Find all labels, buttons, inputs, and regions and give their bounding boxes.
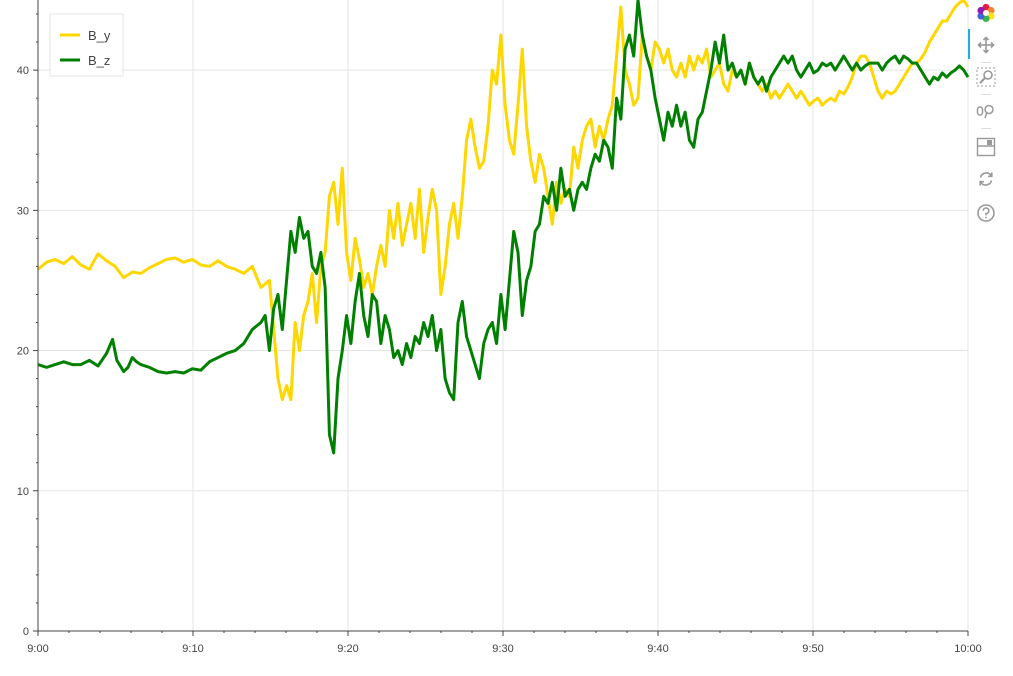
y-tick-label: 20 — [17, 346, 29, 358]
bokeh-logo-icon[interactable] — [975, 2, 997, 24]
legend-label[interactable]: B_y — [88, 28, 111, 43]
grid-lines — [37, 0, 969, 632]
y-tick-label: 30 — [17, 205, 29, 217]
x-tick-label: 9:10 — [182, 643, 203, 655]
x-tick-label: 9:40 — [647, 643, 668, 655]
y-tick-label: 40 — [17, 65, 29, 77]
legend-label[interactable]: B_z — [88, 53, 110, 68]
toolbar-separator — [981, 62, 991, 63]
x-tick-label: 9:00 — [27, 643, 48, 655]
reset-icon[interactable] — [975, 168, 997, 190]
axes: 0 10 20 30 40 9:00 9:10 9:20 9:30 9:40 9:50 10:00 — [17, 0, 982, 655]
x-tick-label: 9:20 — [337, 643, 358, 655]
y-tick-label: 0 — [23, 626, 29, 638]
help-icon[interactable] — [975, 202, 997, 224]
series-layer — [37, 0, 970, 455]
active-tool-indicator — [968, 29, 970, 59]
wheel-zoom-icon[interactable] — [975, 100, 997, 122]
legend-box — [49, 13, 124, 77]
series-line-b-y — [37, 0, 970, 402]
series-line-b-z — [37, 0, 970, 455]
x-tick-label: 9:50 — [802, 643, 823, 655]
legend[interactable]: B_y B_z — [49, 13, 124, 77]
x-tick-label: 10:00 — [954, 643, 982, 655]
toolbar-separator — [981, 94, 991, 95]
save-icon[interactable] — [975, 136, 997, 158]
x-tick-label: 9:30 — [492, 643, 513, 655]
box-zoom-icon[interactable] — [975, 66, 997, 88]
pan-icon[interactable] — [975, 34, 997, 56]
plot-toolbar — [968, 0, 998, 230]
toolbar-separator — [981, 128, 991, 129]
y-tick-label: 10 — [17, 486, 29, 498]
